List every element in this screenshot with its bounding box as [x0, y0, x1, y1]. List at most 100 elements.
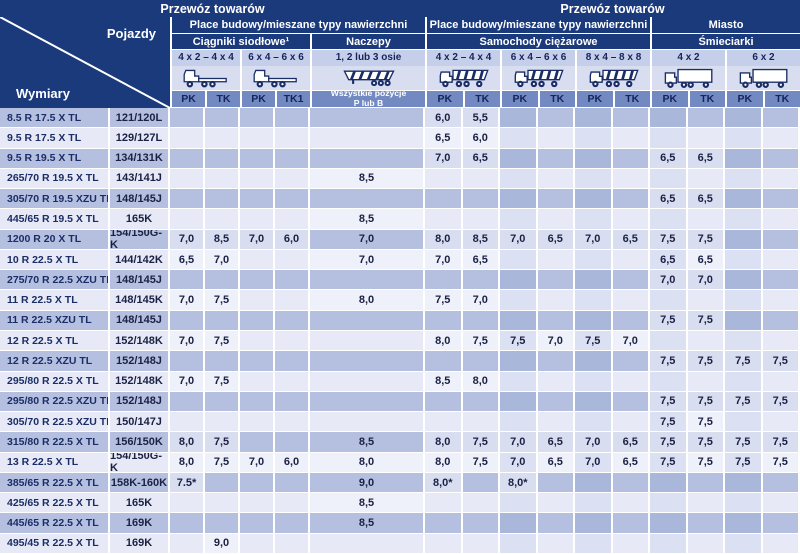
- pressure-cell: [650, 108, 688, 129]
- pressure-cell: 7,5: [725, 432, 763, 453]
- pressure-cell: [537, 310, 575, 331]
- pressure-cell: [725, 533, 763, 554]
- pressure-cell: [537, 351, 575, 372]
- pressure-cell: [205, 108, 240, 129]
- tire-size-cell: 445/65 R 19.5 X TL: [0, 209, 110, 230]
- pressure-cell: [612, 493, 650, 514]
- pressure-cell: [500, 493, 538, 514]
- load-index-cell: 169K: [110, 513, 170, 534]
- pressure-cell: 6,5: [170, 249, 205, 271]
- pressure-cell: [725, 229, 763, 250]
- load-index-cell: 144/142K: [110, 249, 170, 271]
- pressure-cell: 7,0: [575, 229, 613, 250]
- all-positions-line2: P lub B: [353, 98, 384, 108]
- pressure-cell: [240, 391, 275, 413]
- pressure-cell: [310, 128, 425, 149]
- pressure-cell: [575, 472, 613, 494]
- pressure-cell: 8,5: [310, 493, 425, 514]
- pressure-cell: 7,0: [170, 371, 205, 392]
- col-header-pk: PK: [575, 90, 613, 108]
- pressure-cell: [275, 148, 310, 169]
- axle-config-truck-8x4: 8 x 4 – 8 x 8: [575, 50, 650, 90]
- col-header-tk: TK: [687, 90, 725, 108]
- pressure-cell: [762, 128, 800, 149]
- pressure-cell: 7,5: [650, 432, 688, 453]
- load-index-cell: 121/120L: [110, 108, 170, 129]
- pressure-cell: [240, 189, 275, 210]
- pressure-cell: [650, 533, 688, 554]
- pressure-cell: [205, 128, 240, 149]
- pressure-cell: [612, 270, 650, 291]
- pressure-cell: 7,5: [650, 452, 688, 473]
- pressure-cell: 8,0: [170, 432, 205, 453]
- pressure-cell: 7,5: [687, 229, 725, 250]
- pressure-cell: [275, 412, 310, 433]
- tractor-unit-icon: [250, 66, 302, 90]
- load-index-cell: 152/148K: [110, 371, 170, 392]
- pressure-cell: [575, 249, 613, 271]
- axle-config-truck-4x2: 4 x 2 – 4 x 4: [425, 50, 500, 90]
- pressure-cell: [500, 108, 538, 129]
- load-index-cell: 129/127L: [110, 128, 170, 149]
- pressure-cell: [762, 249, 800, 271]
- pressure-cell: 7,0: [240, 452, 275, 473]
- pressure-cell: [612, 168, 650, 190]
- pressure-cell: [500, 209, 538, 230]
- pressure-cell: 7,5: [205, 452, 240, 473]
- pressure-cell: 8,5: [310, 513, 425, 534]
- pressure-cell: [240, 371, 275, 392]
- pressure-cell: [575, 209, 613, 230]
- tire-size-cell: 305/70 R 22.5 XZU TL: [0, 412, 110, 433]
- pressure-cell: [310, 270, 425, 291]
- pressure-cell: [240, 412, 275, 433]
- pressure-cell: [650, 168, 688, 190]
- pressure-cell: [170, 128, 205, 149]
- pressure-cell: [537, 189, 575, 210]
- axle-config-tractor-4x2: 4 x 2 – 4 x 4: [170, 50, 240, 90]
- tire-size-cell: 11 R 22.5 XZU TL: [0, 310, 110, 331]
- group-trucks: Samochody ciężarowe: [425, 34, 650, 50]
- load-index-cell: 148/145J: [110, 310, 170, 331]
- pressure-cell: 8,5: [310, 432, 425, 453]
- pressure-cell: 6,5: [462, 148, 500, 169]
- all-positions-line1: Wszystkie pozycje: [330, 88, 407, 99]
- pressure-cell: [310, 108, 425, 129]
- load-index-cell: 156/150K: [110, 432, 170, 453]
- pressure-cell: [500, 189, 538, 210]
- pressure-cell: [762, 412, 800, 433]
- pressure-cell: [687, 290, 725, 311]
- group-garbage-trucks: Śmieciarki: [650, 34, 800, 50]
- pressure-cell: [275, 189, 310, 210]
- pressure-cell: 7,5: [575, 331, 613, 352]
- axle-config-truck-6x4: 6 x 4 – 6 x 6: [500, 50, 575, 90]
- pressure-cell: 7,0: [537, 331, 575, 352]
- axle-label: 4 x 2: [677, 52, 700, 63]
- pressure-cell: [500, 351, 538, 372]
- pressure-cell: [725, 148, 763, 169]
- pressure-cell: [650, 331, 688, 352]
- pressure-cell: [650, 290, 688, 311]
- pressure-cell: 7,0: [500, 452, 538, 473]
- pressure-cell: [612, 290, 650, 311]
- pressure-cell: [612, 108, 650, 129]
- col-header-tk: TK: [205, 90, 240, 108]
- group-semi-trailers: Naczepy: [310, 34, 425, 50]
- pressure-cell: [612, 412, 650, 433]
- pressure-cell: [275, 493, 310, 514]
- pressure-cell: [310, 310, 425, 331]
- pressure-cell: 7,5: [462, 452, 500, 473]
- pressure-cell: [240, 128, 275, 149]
- pressure-cell: 7,0: [240, 229, 275, 250]
- pressure-cell: 7,5: [462, 331, 500, 352]
- col-header-tk: TK: [762, 90, 800, 108]
- pressure-cell: [537, 513, 575, 534]
- pressure-cell: [725, 493, 763, 514]
- load-index-cell: 134/131K: [110, 148, 170, 169]
- pressure-cell: [425, 310, 463, 331]
- pressure-cell: [762, 270, 800, 291]
- group-tractor-units: Ciągniki siodłowe¹: [170, 34, 310, 50]
- pressure-cell: [687, 472, 725, 494]
- pressure-cell: [725, 371, 763, 392]
- axle-label: 4 x 2 – 4 x 4: [435, 52, 492, 63]
- pressure-cell: [575, 108, 613, 129]
